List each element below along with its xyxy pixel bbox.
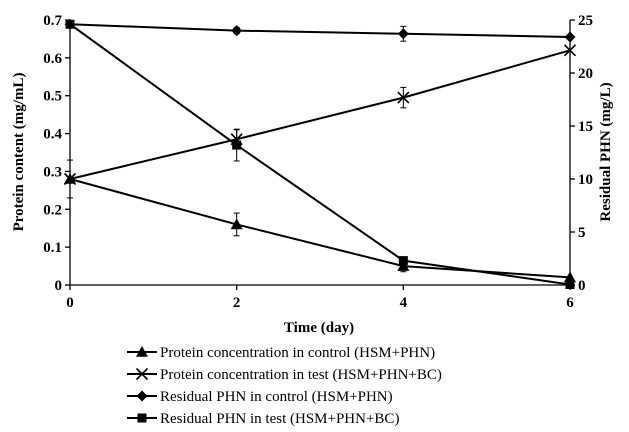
y-left-tick-label: 0.7 (43, 13, 62, 29)
x-axis-title: Time (day) (284, 320, 354, 336)
y-right-tick-label: 5 (578, 225, 586, 241)
triangle-marker (397, 260, 410, 271)
triangle-marker (230, 218, 243, 230)
series-line (69, 49, 571, 180)
square-marker (565, 279, 575, 289)
triangle-marker (136, 346, 148, 357)
y-right-tick-label: 15 (578, 119, 593, 135)
series-markers (63, 18, 577, 289)
series-line (69, 23, 571, 38)
legend-label: Protein concentration in control (HSM+PH… (160, 345, 435, 361)
y-left-tick-label: 0.3 (43, 164, 62, 180)
y-left-axis-title: Protein content (mg/mL) (11, 73, 27, 232)
x-marker (397, 91, 410, 104)
triangle-marker (564, 271, 576, 283)
y-left-tick-label: 0.2 (43, 202, 62, 218)
legend-label: Residual PHN in test (HSM+PHN+BC) (160, 411, 399, 427)
series-line (69, 23, 571, 286)
x-marker (563, 44, 577, 57)
x-marker (63, 172, 77, 186)
y-right-tick-label: 25 (578, 13, 593, 29)
y-left-tick-label: 0 (55, 278, 63, 294)
square-marker (65, 19, 75, 29)
y-right-tick-label: 0 (578, 278, 586, 294)
square-marker (137, 413, 147, 423)
square-marker (232, 140, 242, 150)
diamond-marker (564, 31, 576, 43)
x-tick-label: 0 (66, 295, 74, 311)
series-lines (69, 23, 571, 286)
x-tick-label: 6 (566, 295, 574, 311)
y-left-tick-label: 0.4 (43, 127, 62, 143)
series-line (69, 178, 571, 279)
diamond-marker (136, 390, 148, 402)
y-right-tick-label: 20 (578, 66, 593, 82)
y-left-tick-label: 0.5 (43, 89, 62, 105)
y-right-axis-title: Residual PHN (mg/L) (598, 82, 614, 221)
tick-labels: 0 0.1 0.2 0.3 0.4 0.5 0.6 0.7 0 5 10 15 20 25 0 2 4 6 (43, 13, 593, 311)
y-left-tick-label: 0.1 (43, 240, 62, 256)
x-tick-label: 2 (233, 295, 241, 311)
legend: Protein concentration in control (HSM+PH… (127, 345, 442, 427)
x-tick-label: 4 (400, 295, 408, 311)
diamond-marker (231, 25, 243, 37)
y-left-tick-label: 0.6 (43, 51, 62, 67)
y-right-tick-label: 10 (578, 172, 593, 188)
legend-label: Residual PHN in control (HSM+PHN) (160, 389, 393, 405)
legend-label: Protein concentration in test (HSM+PHN+B… (160, 367, 442, 383)
diamond-marker (397, 28, 409, 40)
x-marker (135, 367, 149, 381)
axes (65, 19, 575, 290)
square-marker (398, 256, 408, 266)
